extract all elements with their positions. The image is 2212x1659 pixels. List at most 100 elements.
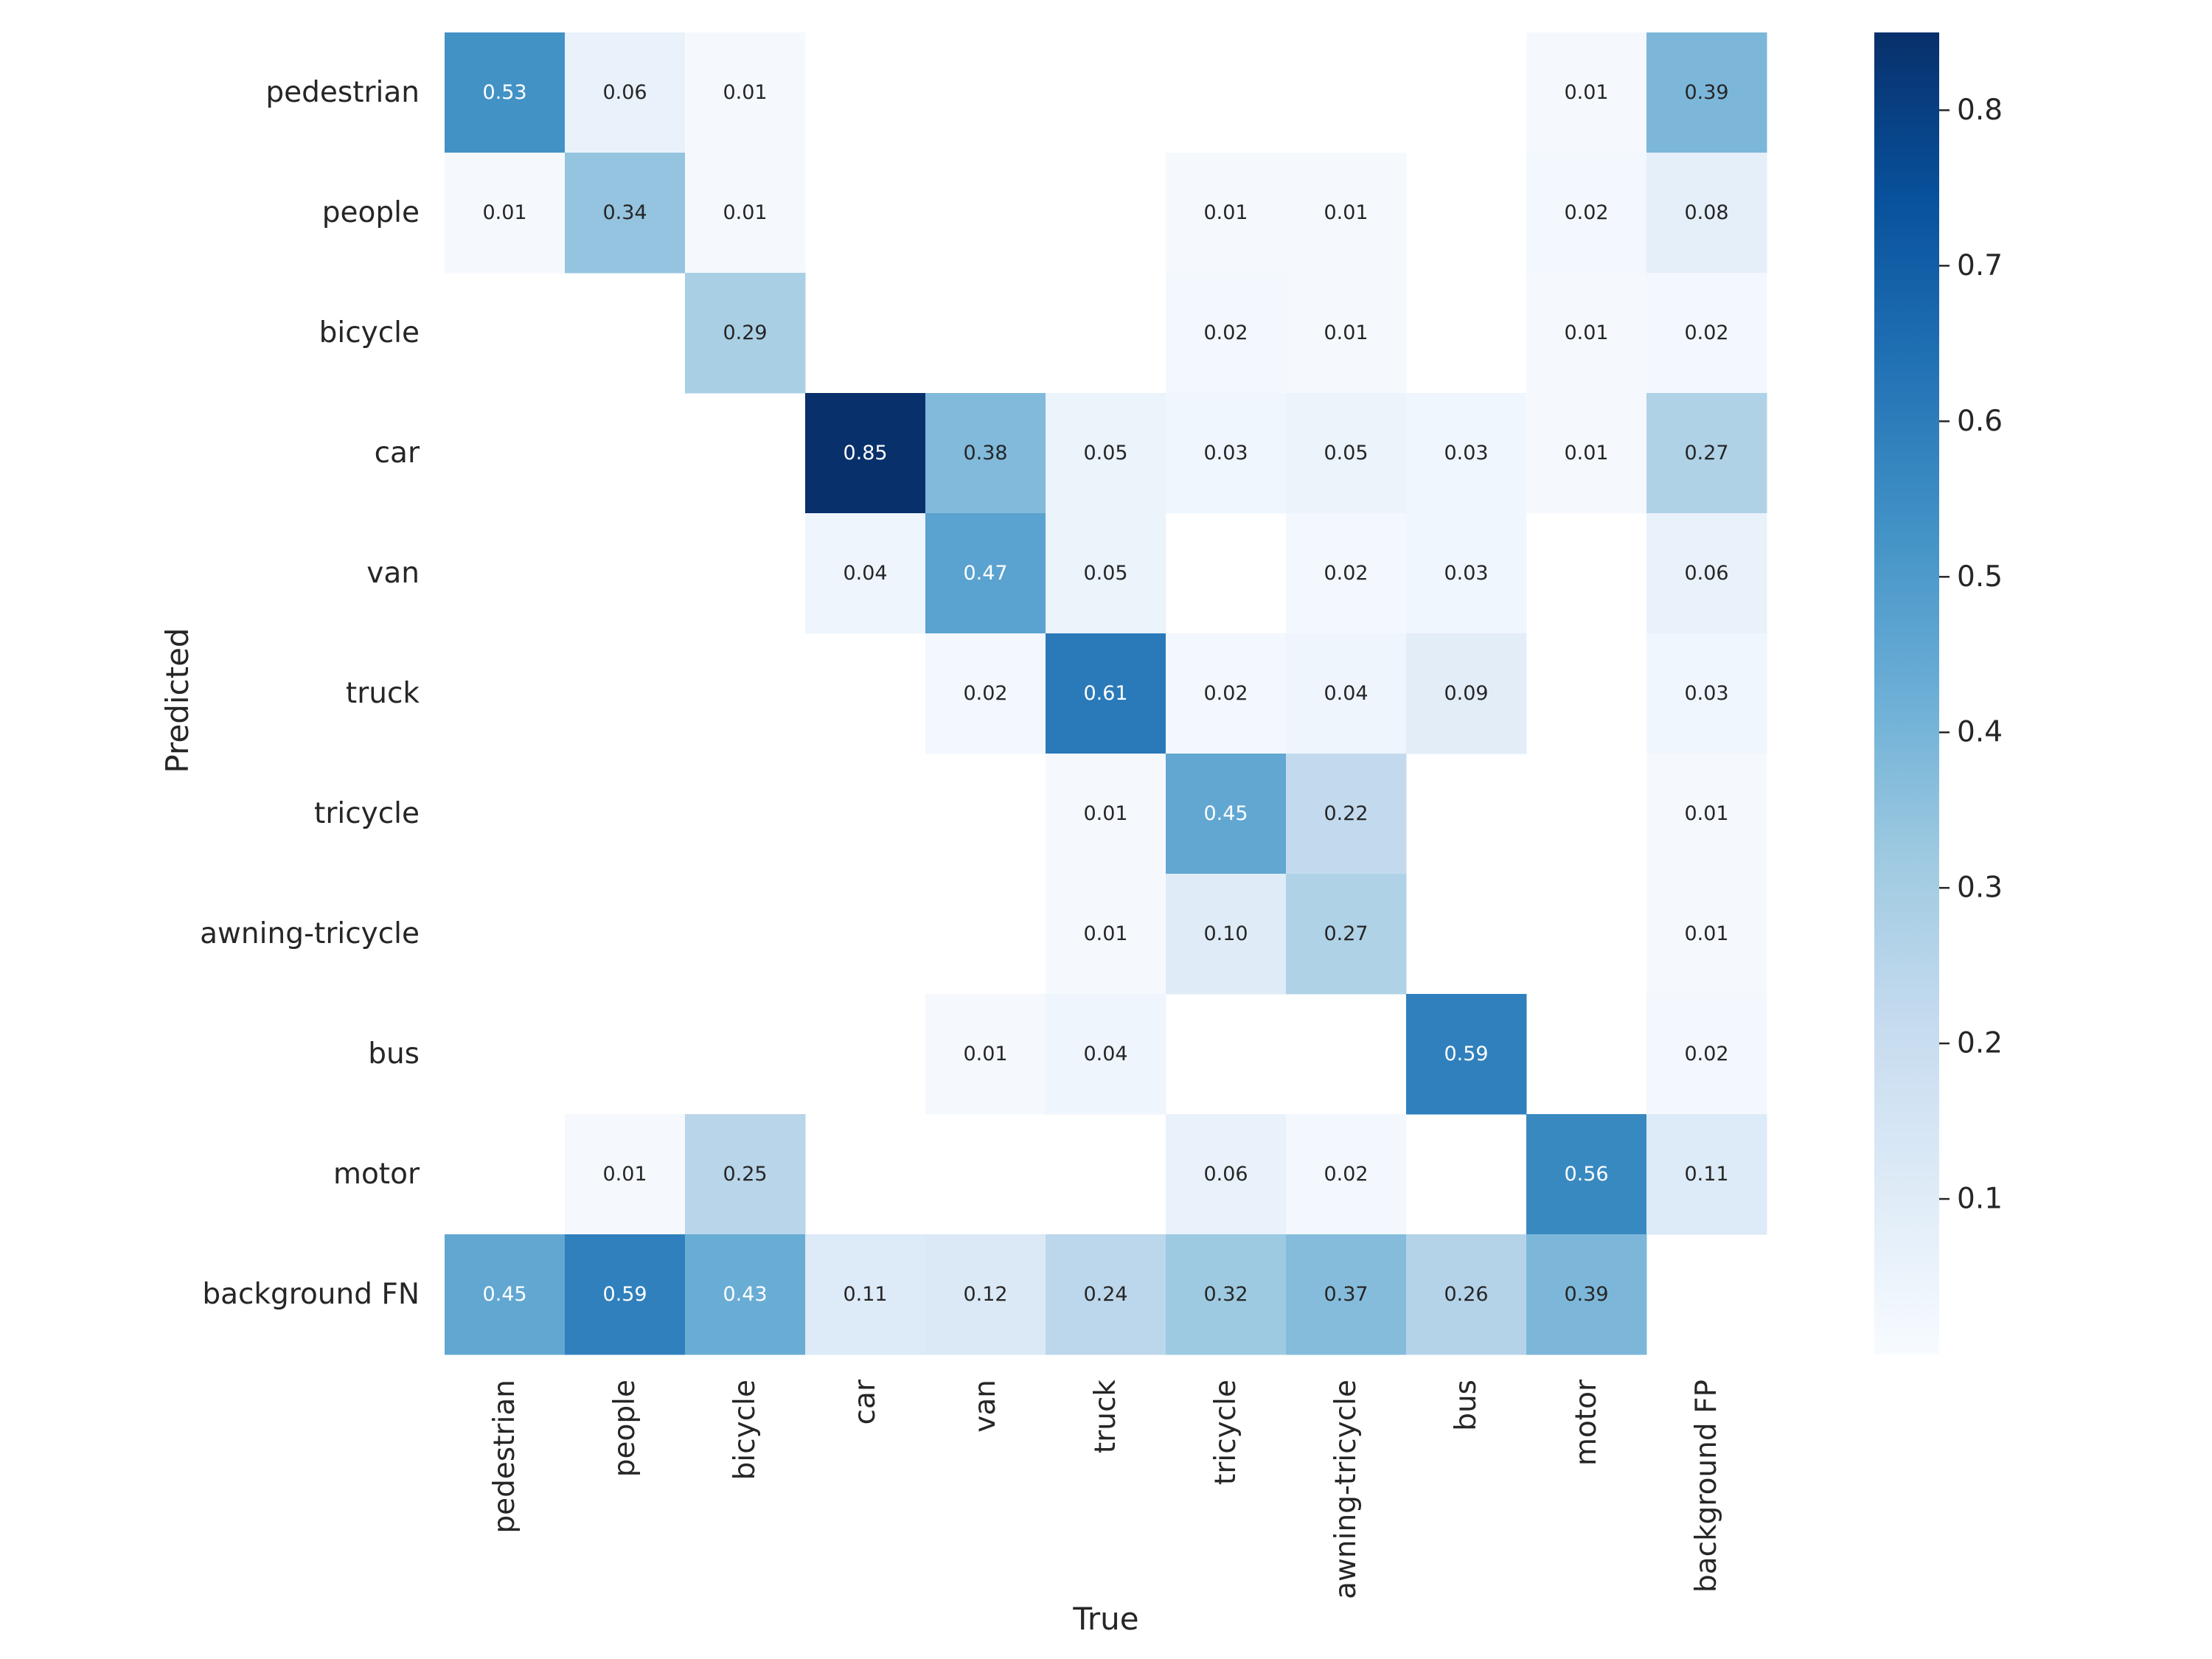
cell-label-truck-truck: 0.61	[1083, 682, 1127, 705]
cell-truck-awning-tricycle	[1286, 633, 1407, 754]
cell-awning-tricycle-awning-tricycle	[1286, 874, 1407, 995]
cell-bicycle-background-fp	[1646, 273, 1767, 394]
cell-label-bicycle-tricycle: 0.02	[1203, 321, 1248, 344]
cell-tricycle-truck	[1046, 754, 1166, 874]
cell-tricycle-awning-tricycle	[1286, 754, 1407, 874]
cell-label-truck-van: 0.02	[963, 682, 1007, 705]
cell-people-people	[565, 153, 686, 274]
cell-label-background-fn-truck: 0.24	[1083, 1283, 1127, 1306]
y-axis-ticks: pedestrian people bicycle car van truck tricyc…	[200, 76, 420, 1311]
cell-label-van-bus: 0.03	[1444, 562, 1488, 585]
x-tick-people: people	[608, 1380, 641, 1477]
cell-label-car-bus: 0.03	[1444, 442, 1488, 465]
cell-label-awning-tricycle-awning-tricycle: 0.27	[1324, 922, 1368, 945]
cell-bus-background-fp	[1646, 994, 1767, 1115]
cell-label-bus-truck: 0.04	[1083, 1043, 1127, 1065]
cell-van-van	[925, 513, 1046, 634]
cell-label-background-fn-awning-tricycle: 0.37	[1324, 1283, 1368, 1306]
cell-label-people-tricycle: 0.01	[1203, 201, 1248, 224]
cell-awning-tricycle-tricycle	[1166, 874, 1287, 995]
cell-label-van-truck: 0.05	[1083, 562, 1127, 585]
cell-label-van-awning-tricycle: 0.02	[1324, 562, 1368, 585]
cell-background-fn-pedestrian	[445, 1234, 566, 1355]
cell-label-motor-tricycle: 0.06	[1203, 1163, 1248, 1186]
cell-bicycle-tricycle	[1166, 273, 1287, 394]
x-tick-pedestrian: pedestrian	[488, 1380, 521, 1534]
cell-label-bus-van: 0.01	[963, 1043, 1007, 1065]
colorbar-tick-label: 0.5	[1957, 560, 2003, 594]
cell-motor-bicycle	[685, 1114, 806, 1235]
cell-label-truck-awning-tricycle: 0.04	[1324, 682, 1368, 705]
cell-bicycle-motor	[1526, 273, 1647, 394]
x-tick-bus: bus	[1450, 1380, 1483, 1431]
x-tick-motor: motor	[1570, 1379, 1603, 1466]
cell-people-motor	[1526, 153, 1647, 274]
cell-car-motor	[1526, 393, 1647, 514]
cell-car-truck	[1046, 393, 1166, 514]
y-tick-people: people	[322, 196, 420, 229]
cell-tricycle-background-fp	[1646, 754, 1767, 874]
cell-car-bus	[1406, 393, 1527, 514]
cell-van-truck	[1046, 513, 1166, 634]
cell-label-car-tricycle: 0.03	[1203, 442, 1248, 465]
cell-pedestrian-pedestrian	[445, 32, 566, 153]
y-tick-tricycle: tricycle	[314, 797, 420, 830]
cell-truck-background-fp	[1646, 633, 1767, 754]
cell-label-people-motor: 0.02	[1564, 201, 1608, 224]
y-tick-truck: truck	[346, 677, 420, 710]
cell-truck-van	[925, 633, 1046, 754]
cell-label-background-fn-tricycle: 0.32	[1203, 1283, 1248, 1306]
cell-label-awning-tricycle-tricycle: 0.10	[1203, 922, 1248, 945]
cell-label-people-people: 0.34	[602, 201, 647, 224]
cell-label-bicycle-motor: 0.01	[1564, 321, 1608, 344]
y-tick-background-fn: background FN	[202, 1278, 420, 1311]
y-tick-van: van	[366, 557, 420, 590]
cell-bicycle-awning-tricycle	[1286, 273, 1407, 394]
cell-label-bus-background-fp: 0.02	[1684, 1043, 1728, 1065]
cell-motor-people	[565, 1114, 686, 1235]
y-tick-bicycle: bicycle	[319, 316, 420, 349]
cell-motor-awning-tricycle	[1286, 1114, 1407, 1235]
cell-background-fn-awning-tricycle	[1286, 1234, 1407, 1355]
cell-truck-bus	[1406, 633, 1527, 754]
y-axis-title: Predicted	[159, 627, 195, 773]
colorbar-tick-label: 0.7	[1957, 249, 2003, 282]
cell-label-car-truck: 0.05	[1083, 442, 1127, 465]
colorbar-gradient	[1874, 32, 1939, 1354]
cell-label-bicycle-awning-tricycle: 0.01	[1324, 321, 1368, 344]
cell-background-fn-van	[925, 1234, 1046, 1355]
cell-car-van	[925, 393, 1046, 514]
cell-label-motor-background-fp: 0.11	[1684, 1163, 1728, 1186]
y-tick-pedestrian: pedestrian	[265, 76, 420, 109]
cell-label-pedestrian-background-fp: 0.39	[1684, 81, 1728, 104]
cell-background-fn-truck	[1046, 1234, 1166, 1355]
cell-label-people-bicycle: 0.01	[723, 201, 767, 224]
cell-motor-tricycle	[1166, 1114, 1287, 1235]
cell-label-motor-awning-tricycle: 0.02	[1324, 1163, 1368, 1186]
cell-background-fn-bicycle	[685, 1234, 806, 1355]
cell-label-van-van: 0.47	[963, 562, 1007, 585]
cell-people-background-fp	[1646, 153, 1767, 274]
cell-motor-background-fp	[1646, 1114, 1767, 1235]
cell-pedestrian-motor	[1526, 32, 1647, 153]
cell-label-van-car: 0.04	[843, 562, 887, 585]
cell-label-people-awning-tricycle: 0.01	[1324, 201, 1368, 224]
cell-label-tricycle-tricycle: 0.45	[1203, 802, 1248, 825]
cell-tricycle-tricycle	[1166, 754, 1287, 874]
colorbar-tick-label: 0.4	[1957, 716, 2003, 749]
x-tick-tricycle: tricycle	[1209, 1380, 1242, 1485]
cell-label-truck-background-fp: 0.03	[1684, 682, 1728, 705]
cell-label-car-motor: 0.01	[1564, 442, 1608, 465]
cell-label-awning-tricycle-truck: 0.01	[1083, 922, 1127, 945]
cell-pedestrian-bicycle	[685, 32, 806, 153]
cell-pedestrian-people	[565, 32, 686, 153]
cell-label-car-van: 0.38	[963, 442, 1007, 465]
cell-background-fn-motor	[1526, 1234, 1647, 1355]
cell-label-car-awning-tricycle: 0.05	[1324, 442, 1368, 465]
cell-bus-truck	[1046, 994, 1166, 1115]
cell-label-car-car: 0.85	[843, 442, 887, 465]
cell-label-van-background-fp: 0.06	[1684, 562, 1728, 585]
cell-truck-tricycle	[1166, 633, 1287, 754]
cell-awning-tricycle-background-fp	[1646, 874, 1767, 995]
